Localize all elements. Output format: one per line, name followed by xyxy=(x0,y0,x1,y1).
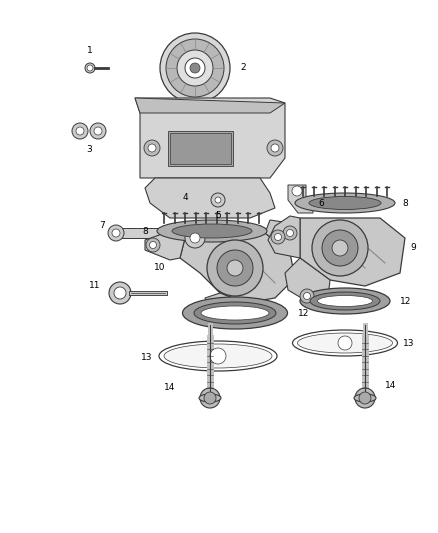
Polygon shape xyxy=(300,218,405,286)
Ellipse shape xyxy=(172,224,252,238)
Text: 12: 12 xyxy=(298,309,309,318)
Text: 10: 10 xyxy=(153,263,165,272)
Circle shape xyxy=(304,293,311,300)
Text: 13: 13 xyxy=(403,338,414,348)
Text: 12: 12 xyxy=(400,296,411,305)
Circle shape xyxy=(185,58,205,78)
Polygon shape xyxy=(135,98,285,113)
Circle shape xyxy=(332,240,348,256)
Circle shape xyxy=(271,144,279,152)
Circle shape xyxy=(322,230,358,266)
Circle shape xyxy=(275,233,282,240)
Text: 4: 4 xyxy=(182,193,188,202)
Circle shape xyxy=(76,127,84,135)
Text: 5: 5 xyxy=(215,211,221,220)
Text: 8: 8 xyxy=(142,227,148,236)
Circle shape xyxy=(90,123,106,139)
Text: 6: 6 xyxy=(318,198,324,207)
Ellipse shape xyxy=(310,292,380,310)
Polygon shape xyxy=(288,185,313,213)
Text: 1: 1 xyxy=(87,46,93,55)
Text: 11: 11 xyxy=(88,280,100,289)
Circle shape xyxy=(185,228,205,248)
Text: 9: 9 xyxy=(410,244,416,253)
Circle shape xyxy=(190,63,200,73)
Ellipse shape xyxy=(297,333,392,353)
Text: 14: 14 xyxy=(164,384,175,392)
Circle shape xyxy=(207,240,263,296)
Circle shape xyxy=(160,33,230,103)
Ellipse shape xyxy=(157,220,267,242)
Polygon shape xyxy=(180,233,295,303)
Circle shape xyxy=(112,229,120,237)
Bar xyxy=(112,228,200,238)
Ellipse shape xyxy=(159,341,277,371)
Polygon shape xyxy=(135,98,285,178)
Circle shape xyxy=(300,289,314,303)
Circle shape xyxy=(228,309,242,323)
Circle shape xyxy=(146,238,160,252)
Text: 2: 2 xyxy=(240,63,246,72)
Circle shape xyxy=(286,230,293,237)
Circle shape xyxy=(283,226,297,240)
Polygon shape xyxy=(268,216,300,258)
Circle shape xyxy=(267,140,283,156)
Circle shape xyxy=(359,392,371,404)
Circle shape xyxy=(190,233,200,243)
Polygon shape xyxy=(145,178,275,218)
Circle shape xyxy=(108,225,124,241)
Circle shape xyxy=(148,144,156,152)
Ellipse shape xyxy=(354,394,376,402)
Circle shape xyxy=(109,282,131,304)
Circle shape xyxy=(292,186,302,196)
Bar xyxy=(170,133,231,164)
Circle shape xyxy=(85,63,95,73)
Ellipse shape xyxy=(199,394,221,402)
Ellipse shape xyxy=(201,306,269,320)
Ellipse shape xyxy=(309,197,381,209)
Ellipse shape xyxy=(295,193,395,213)
Text: 8: 8 xyxy=(402,198,408,207)
Circle shape xyxy=(166,39,224,97)
Circle shape xyxy=(355,388,375,408)
Circle shape xyxy=(200,388,220,408)
Circle shape xyxy=(210,348,226,364)
Ellipse shape xyxy=(183,297,287,329)
Circle shape xyxy=(217,250,253,286)
Circle shape xyxy=(72,123,88,139)
Circle shape xyxy=(312,220,368,276)
Ellipse shape xyxy=(293,330,398,356)
Circle shape xyxy=(271,230,285,244)
Circle shape xyxy=(94,127,102,135)
Circle shape xyxy=(211,193,225,207)
Ellipse shape xyxy=(300,288,390,314)
Circle shape xyxy=(338,336,352,350)
Ellipse shape xyxy=(164,344,272,368)
Text: 7: 7 xyxy=(99,221,105,230)
Circle shape xyxy=(215,197,221,203)
Text: 13: 13 xyxy=(141,353,152,362)
Circle shape xyxy=(227,260,243,276)
Polygon shape xyxy=(145,233,185,260)
Polygon shape xyxy=(285,258,330,303)
Text: 14: 14 xyxy=(385,381,396,390)
Circle shape xyxy=(232,312,239,319)
Polygon shape xyxy=(205,293,245,323)
Text: 3: 3 xyxy=(86,145,92,154)
Ellipse shape xyxy=(194,302,276,324)
Circle shape xyxy=(177,50,213,86)
Circle shape xyxy=(114,287,126,299)
Bar xyxy=(168,131,233,166)
Polygon shape xyxy=(265,220,300,253)
Ellipse shape xyxy=(318,295,372,306)
Circle shape xyxy=(144,140,160,156)
Circle shape xyxy=(204,392,216,404)
Circle shape xyxy=(149,241,156,248)
Circle shape xyxy=(87,65,93,71)
